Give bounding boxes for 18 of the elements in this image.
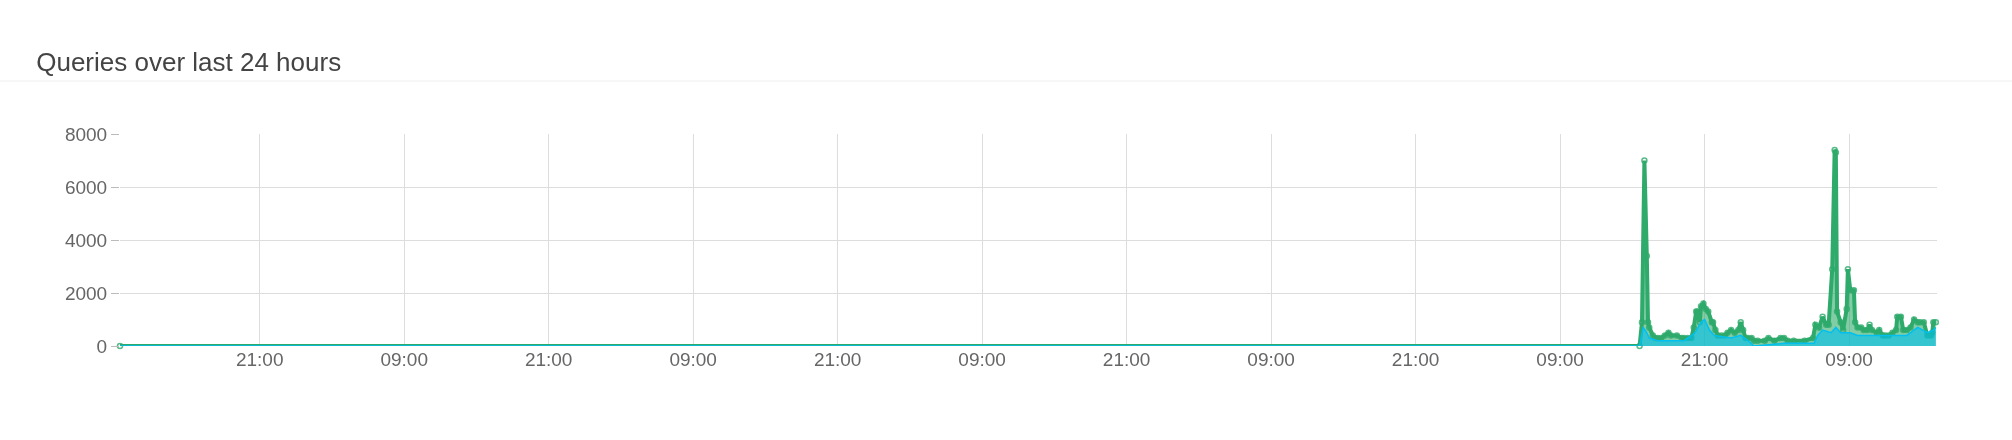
x-tick-label: 21:00: [524, 349, 573, 370]
x-tick-label: 21:00: [1680, 349, 1729, 370]
x-tick-label: 21:00: [813, 349, 862, 370]
x-tick-label: 21:00: [1102, 349, 1151, 370]
x-tick-label: 21:00: [1391, 349, 1440, 370]
y-tick-label: 0: [96, 335, 108, 357]
x-tick-label: 09:00: [1825, 349, 1873, 370]
x-tick-label: 09:00: [958, 349, 1006, 370]
y-tick-label: 2000: [64, 282, 108, 304]
x-tick-label: 09:00: [1247, 349, 1295, 370]
y-tick-label: 4000: [64, 229, 108, 251]
chart-title: Queries over last 24 hours: [36, 46, 342, 77]
y-tick-label: 6000: [64, 176, 108, 198]
y-tick-label: 8000: [64, 123, 108, 145]
x-tick-label: 09:00: [1536, 349, 1584, 370]
x-tick-label: 09:00: [380, 349, 428, 370]
x-tick-label: 09:00: [669, 349, 717, 370]
x-tick-label: 21:00: [235, 349, 284, 370]
